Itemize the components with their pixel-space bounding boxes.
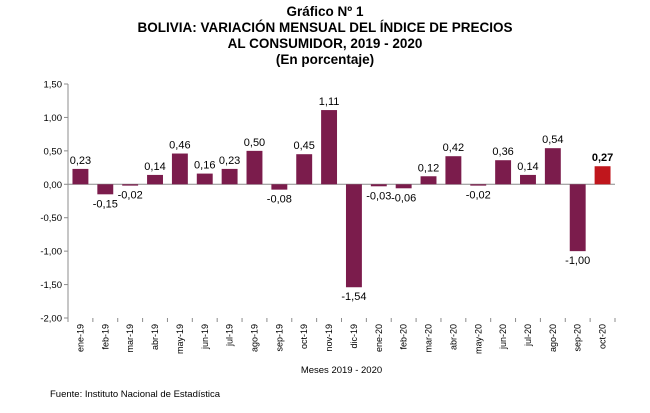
x-tick-label: ene-20	[374, 324, 384, 352]
x-tick-label: mar-20	[424, 324, 434, 353]
x-tick-label: abr-20	[448, 324, 458, 350]
x-tick-label: sep-20	[573, 324, 583, 352]
y-tick-label: -0,50	[40, 213, 62, 224]
data-label: 0,23	[70, 155, 91, 167]
x-tick-label: jul-20	[523, 324, 533, 347]
y-tick-label: 0,00	[44, 180, 63, 191]
data-label: -0,02	[466, 190, 491, 202]
x-axis-title: Meses 2019 - 2020	[301, 365, 382, 376]
x-tick-label: abr-19	[150, 324, 160, 350]
data-label: 0,36	[492, 146, 513, 158]
bar	[545, 148, 561, 184]
bar	[470, 184, 486, 185]
bar	[520, 175, 536, 184]
bar	[97, 184, 113, 194]
data-label: 0,14	[517, 161, 538, 173]
x-tick-label: oct-19	[299, 324, 309, 349]
y-tick-label: -2,00	[40, 314, 62, 325]
x-tick-label: may-19	[175, 324, 185, 354]
chart-title-line-1: BOLIVIA: VARIACIÓN MENSUAL DEL ÍNDICE DE…	[0, 20, 650, 36]
x-tick-label: may-20	[473, 324, 483, 354]
x-tick-label: mar-19	[125, 324, 135, 353]
y-tick-label: -1,50	[40, 280, 62, 291]
bar	[445, 156, 461, 184]
bar	[570, 184, 586, 251]
x-tick-label: nov-19	[324, 324, 334, 352]
bar	[321, 110, 337, 184]
bar	[122, 184, 138, 185]
x-tick-label: ene-19	[75, 324, 85, 352]
y-tick-label: 1,50	[44, 80, 63, 91]
y-tick-label: -1,00	[40, 247, 62, 258]
data-label: -0,15	[93, 198, 118, 210]
data-label: 0,50	[244, 137, 265, 149]
bar	[247, 151, 263, 184]
bar	[421, 176, 437, 184]
data-label: -0,03	[366, 190, 391, 202]
x-tick-label: ago-20	[548, 324, 558, 352]
bar	[595, 166, 611, 184]
chart-subtitle: (En porcentaje)	[0, 52, 650, 68]
x-tick-label: jul-19	[225, 324, 235, 347]
data-label: -1,54	[341, 291, 366, 303]
x-tick-label: feb-20	[399, 324, 409, 350]
x-tick-label: ago-19	[249, 324, 259, 352]
data-label: 0,23	[219, 155, 240, 167]
bar	[271, 184, 287, 189]
bar	[197, 174, 213, 185]
bar	[371, 184, 387, 186]
bar	[172, 154, 188, 185]
bar	[396, 184, 412, 188]
data-label: 0,14	[144, 161, 165, 173]
data-label: -0,08	[267, 194, 292, 206]
bar	[147, 175, 163, 184]
x-tick-label: jun-20	[498, 324, 508, 350]
chart-title-block: Gráfico Nº 1 BOLIVIA: VARIACIÓN MENSUAL …	[0, 4, 650, 68]
x-tick-label: jun-19	[200, 324, 210, 350]
data-label: 0,46	[169, 140, 190, 152]
data-label: -1,00	[565, 255, 590, 267]
data-label: 0,16	[194, 160, 215, 172]
x-tick-label: feb-19	[100, 324, 110, 350]
y-tick-label: 1,00	[44, 113, 63, 124]
x-tick-label: oct-20	[598, 324, 608, 349]
x-tick-label: sep-19	[274, 324, 284, 352]
chart-title-line-2: AL CONSUMIDOR, 2019 - 2020	[0, 36, 650, 52]
data-label: 1,11	[319, 96, 340, 108]
bar	[222, 169, 238, 184]
data-label: 0,54	[542, 134, 563, 146]
x-tick-label: dic-19	[349, 324, 359, 349]
figure-label: Gráfico Nº 1	[0, 4, 650, 20]
bar	[346, 184, 362, 287]
data-label: 0,12	[418, 162, 439, 174]
bar	[72, 169, 88, 184]
data-label: -0,06	[391, 192, 416, 204]
source-note: Fuente: Instituto Nacional de Estadístic…	[50, 389, 220, 400]
bar	[296, 154, 312, 184]
data-label: 0,45	[293, 140, 314, 152]
data-label: 0,27	[592, 152, 613, 164]
data-label: 0,42	[443, 142, 464, 154]
data-label: -0,02	[118, 190, 143, 202]
bar	[495, 160, 511, 184]
y-tick-label: 0,50	[44, 146, 63, 157]
